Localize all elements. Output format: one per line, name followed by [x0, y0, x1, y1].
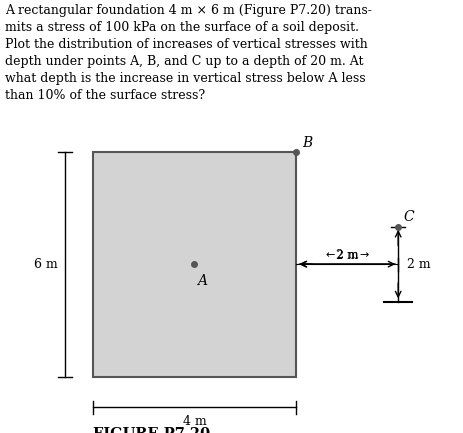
Text: A: A: [197, 274, 207, 288]
Text: 4 m: 4 m: [182, 415, 206, 428]
Text: C: C: [404, 210, 414, 224]
Text: $\leftarrow$2 m$\rightarrow$: $\leftarrow$2 m$\rightarrow$: [323, 248, 371, 260]
Text: B: B: [302, 136, 312, 150]
Bar: [93, 152, 296, 377]
Text: 2 m: 2 m: [407, 258, 430, 271]
Text: 6 m: 6 m: [34, 258, 58, 271]
Text: 2 m: 2 m: [336, 249, 358, 262]
Text: FIGURE P7.20: FIGURE P7.20: [93, 427, 210, 433]
Text: A rectangular foundation 4 m × 6 m (Figure P7.20) trans-
mits a stress of 100 kP: A rectangular foundation 4 m × 6 m (Figu…: [5, 4, 371, 102]
